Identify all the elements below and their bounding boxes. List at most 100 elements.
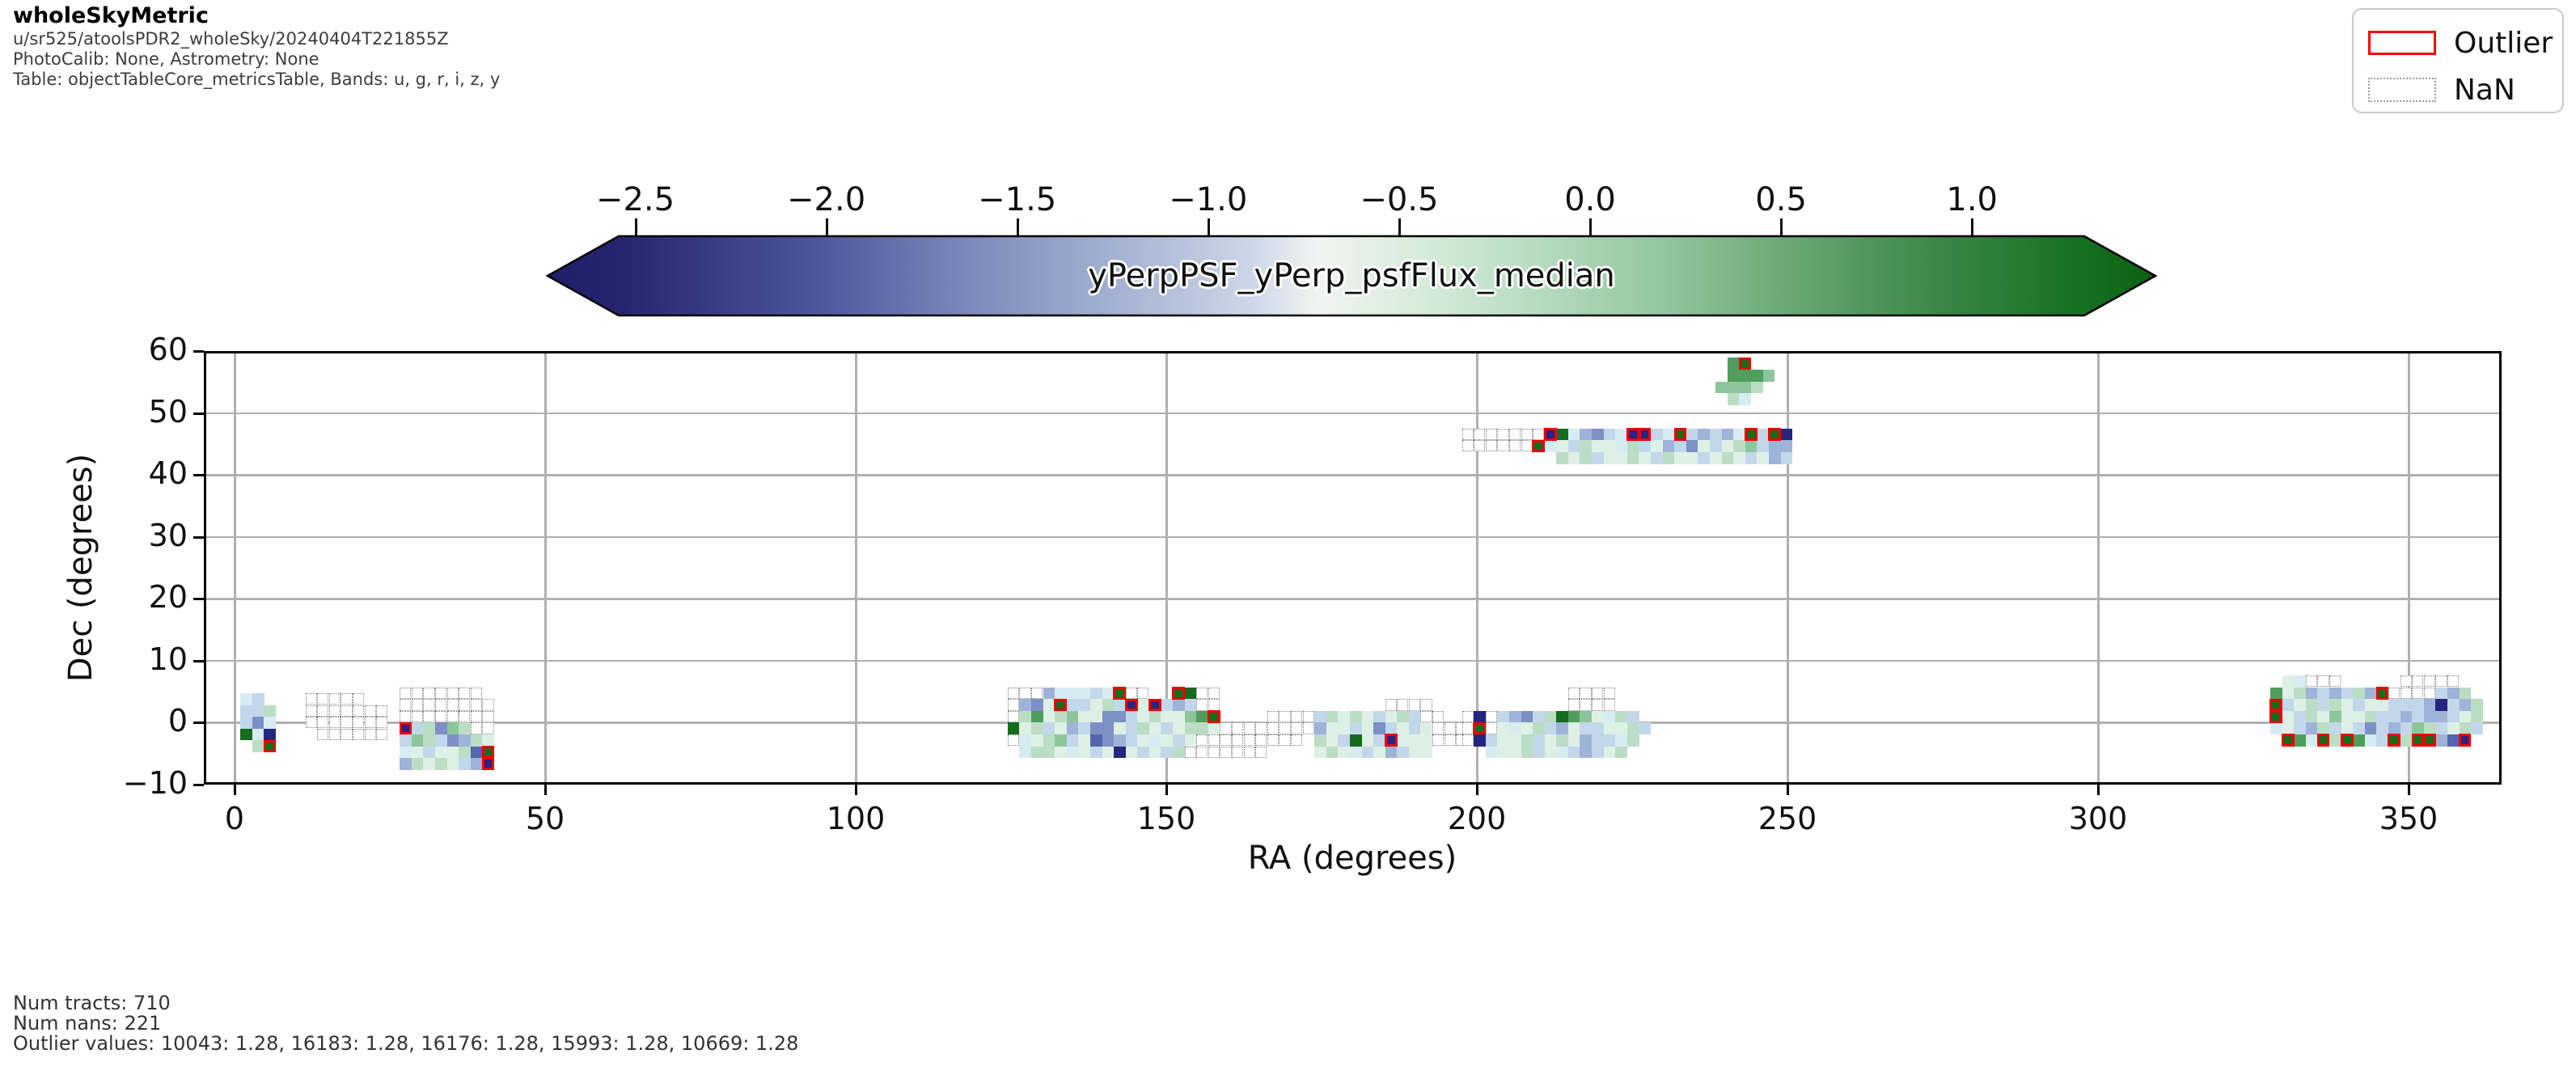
heatmap-cell — [1580, 722, 1593, 735]
nan-cell — [2423, 687, 2435, 699]
heatmap-cell — [264, 705, 277, 717]
heatmap-cell — [411, 758, 424, 770]
heatmap-cell — [1727, 381, 1740, 394]
heatmap-cell — [1567, 746, 1580, 759]
nan-cell — [459, 687, 471, 699]
heatmap-cell — [1148, 746, 1161, 759]
heatmap-cell — [1148, 722, 1161, 735]
heatmap-cell — [1603, 710, 1616, 723]
heatmap-cell — [2376, 722, 2389, 735]
y-tick-mark — [193, 659, 204, 662]
heatmap-cell — [1019, 734, 1032, 747]
heatmap-cell — [2400, 699, 2413, 712]
heatmap-cell — [1521, 722, 1533, 735]
heatmap-cell — [1161, 722, 1174, 735]
heatmap-cell — [2423, 734, 2436, 747]
nan-cell — [482, 722, 494, 734]
heatmap-cell — [1397, 722, 1409, 735]
heatmap-cell — [1055, 699, 1067, 712]
outlier-box — [2458, 734, 2472, 747]
heatmap-cell — [1173, 722, 1185, 735]
heatmap-cell — [1567, 451, 1580, 464]
gridline-vertical — [2097, 351, 2100, 785]
nan-cell — [470, 722, 483, 734]
heatmap-cell — [2435, 734, 2448, 747]
heatmap-cell — [1385, 746, 1398, 759]
gridline-horizontal — [204, 474, 2502, 476]
heatmap-cell — [1592, 734, 1604, 747]
header-block: wholeSkyMetric u/sr525/atoolsPDR2_wholeS… — [13, 3, 500, 90]
heatmap-cell — [1662, 451, 1675, 464]
heatmap-cell — [1043, 699, 1055, 712]
nan-cell — [328, 693, 341, 705]
heatmap-cell — [2459, 687, 2472, 700]
heatmap-cell — [252, 693, 264, 705]
outlier-box — [1626, 428, 1639, 441]
heatmap-cell — [1508, 746, 1521, 759]
outlier-box — [1172, 687, 1185, 700]
heatmap-cell — [1102, 746, 1115, 759]
heatmap-cell — [1385, 722, 1398, 735]
nan-cell — [1220, 746, 1232, 758]
num-nans-line: Num nans: 221 — [13, 1012, 162, 1035]
num-tracts-line: Num tracts: 710 — [13, 992, 171, 1014]
heatmap-cell — [1114, 734, 1126, 747]
nan-cell — [1184, 746, 1196, 758]
heatmap-cell — [1338, 722, 1351, 735]
heatmap-cell — [423, 758, 436, 770]
heatmap-cell — [1125, 734, 1138, 747]
legend-nan-label: NaN — [2454, 73, 2515, 107]
nan-cell — [1030, 687, 1043, 699]
y-tick-label: 0 — [167, 703, 188, 739]
nan-cell — [1420, 710, 1432, 723]
outlier-box — [399, 722, 412, 735]
heatmap-cell — [1508, 722, 1521, 735]
heatmap-cell — [1733, 440, 1745, 452]
heatmap-cell — [1757, 428, 1770, 441]
nan-cell — [352, 728, 365, 740]
nan-cell — [1580, 687, 1592, 699]
y-tick-mark — [193, 350, 204, 353]
heatmap-cell — [1125, 722, 1138, 735]
heatmap-cell — [435, 722, 447, 735]
heatmap-cell — [2388, 699, 2400, 712]
heatmap-cell — [470, 734, 483, 747]
heatmap-cell — [1497, 746, 1510, 759]
heatmap-cell — [1125, 746, 1138, 759]
heatmap-cell — [1078, 722, 1090, 735]
heatmap-cell — [1580, 746, 1593, 759]
heatmap-cell — [2364, 687, 2377, 700]
nan-cell — [1497, 440, 1509, 452]
nan-cell — [376, 705, 388, 717]
heatmap-cell — [411, 746, 424, 759]
nan-cell — [435, 699, 447, 711]
colorbar-tick-mark — [1207, 218, 1210, 236]
heatmap-cell — [1533, 734, 1545, 747]
heatmap-cell — [1114, 722, 1126, 735]
heatmap-cell — [411, 722, 424, 735]
nan-cell — [328, 717, 341, 729]
nan-cell — [1019, 687, 1031, 699]
heatmap-cell — [1580, 451, 1593, 464]
nan-cell — [423, 710, 435, 723]
heatmap-cell — [1030, 710, 1043, 723]
nan-cell — [470, 699, 483, 711]
nan-cell — [2412, 675, 2424, 688]
heatmap-cell — [2423, 722, 2436, 735]
heatmap-cell — [1030, 699, 1043, 712]
heatmap-cell — [2270, 710, 2282, 723]
nan-cell — [1485, 710, 1497, 723]
run-collection-line: u/sr525/atoolsPDR2_wholeSky/20240404T221… — [13, 29, 449, 49]
nan-cell — [1408, 699, 1421, 711]
heatmap-cell — [1361, 710, 1374, 723]
heatmap-cell — [1055, 687, 1067, 700]
x-tick-mark — [1476, 785, 1478, 795]
nan-cell — [1508, 440, 1521, 452]
heatmap-cell — [1338, 710, 1351, 723]
nan-cell — [1220, 722, 1232, 734]
heatmap-cell — [1485, 746, 1498, 759]
heatmap-cell — [1698, 451, 1711, 464]
colorbar-tick-mark — [1398, 218, 1401, 236]
heatmap-cell — [2364, 710, 2377, 723]
heatmap-cell — [1066, 687, 1079, 700]
